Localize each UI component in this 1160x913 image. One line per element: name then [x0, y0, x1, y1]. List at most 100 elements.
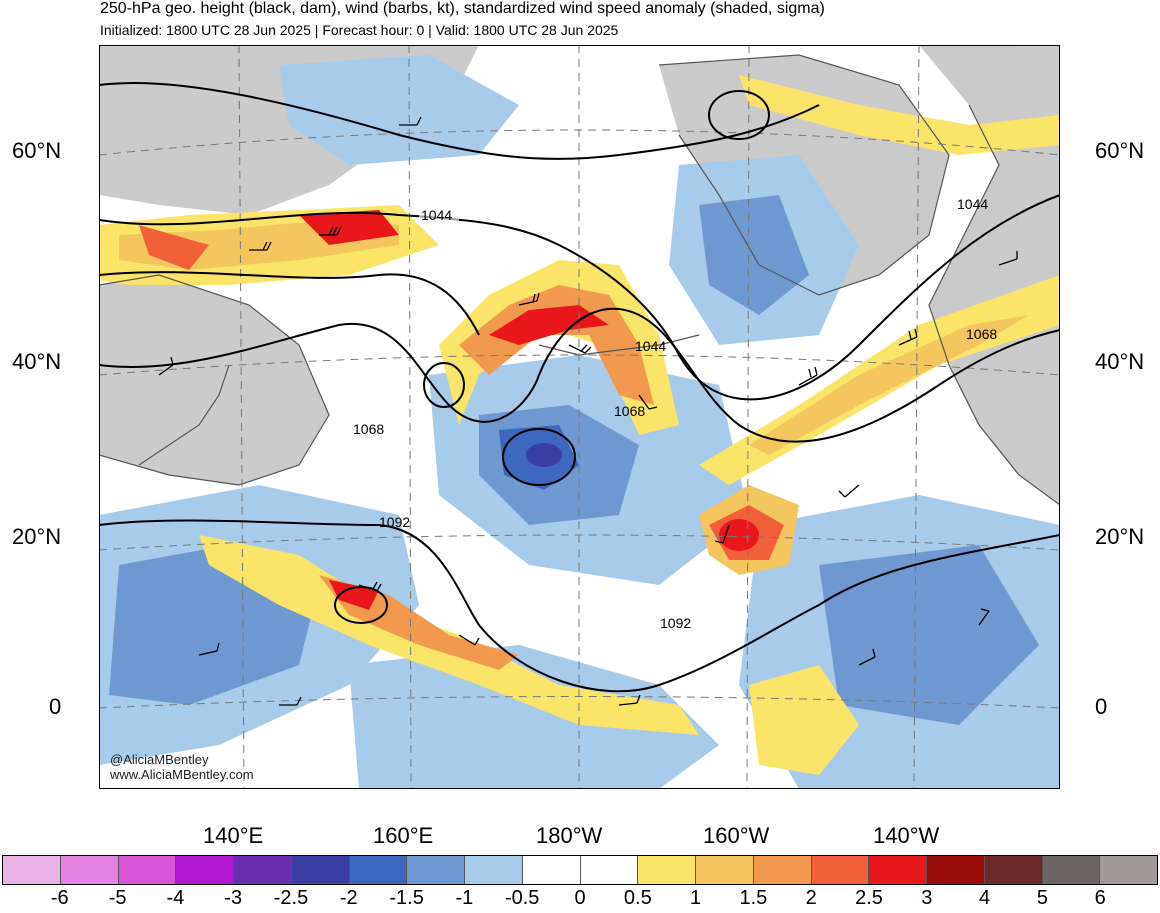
lon-label: 180°W [536, 823, 603, 848]
wind-barb [198, 642, 220, 656]
colorbar-label: 2.5 [855, 887, 883, 909]
colorbar-swatch [984, 856, 1043, 884]
wind-barb [858, 648, 876, 666]
colorbar-swatch [291, 856, 350, 884]
wind-barb [158, 356, 174, 376]
anomaly-blue-alaska-core [699, 195, 809, 315]
colorbar-label: 0 [574, 887, 586, 909]
colorbar-label: -0.5 [504, 887, 540, 909]
colorbar-swatch [234, 856, 292, 884]
contour-label: 1068 [966, 326, 997, 342]
height-contour-inner [99, 271, 480, 336]
graticule-lon-160e [408, 45, 412, 789]
colorbar-swatch [1100, 856, 1157, 884]
contour-label: 1044 [957, 196, 988, 212]
wind-barb-layer [158, 116, 1018, 706]
coastline-alaska [658, 54, 950, 296]
colorbar-swatch [407, 856, 465, 884]
lon-label: 160°E [373, 823, 434, 848]
colorbar-label: -4 [166, 887, 185, 909]
jet-aleutian-ridge [439, 260, 679, 435]
map-frame [99, 45, 1060, 789]
height-contour-low-aleutian [423, 362, 465, 408]
lat-label-left: 60°N [12, 138, 62, 163]
map-subtitle: Initialized: 1800 UTC 28 Jun 2025 | Fore… [100, 22, 619, 38]
colorbar-swatch [3, 856, 61, 884]
contour-label: 1092 [379, 514, 410, 530]
wind-barb [279, 696, 302, 706]
colorbar-swatch [927, 856, 985, 884]
jet-north-pacific-core-2 [299, 210, 399, 245]
height-contour-high-west [334, 586, 388, 624]
wind-barb [458, 634, 480, 646]
anomaly-blue-north [279, 55, 519, 165]
colorbar-swatch [811, 856, 870, 884]
graticule-lat-40n [99, 354, 1060, 376]
colorbar-label: 2 [805, 887, 817, 909]
colorbar-label: -5 [108, 887, 127, 909]
map-title: 250-hPa geo. height (black, dam), wind (… [100, 0, 825, 17]
jet-northeast-pacific-mid [749, 315, 1029, 455]
coastline-north-america [928, 104, 1060, 506]
colorbar-label: 3 [921, 887, 933, 909]
lat-label-left: 40°N [12, 349, 62, 374]
colorbar-swatch [349, 856, 408, 884]
colorbar [2, 855, 1158, 885]
colorbar-label: -2.5 [273, 887, 309, 909]
colorbar-swatch [869, 856, 927, 884]
height-contour-low-arctic [708, 90, 770, 140]
colorbar-label: 5 [1036, 887, 1048, 909]
height-contour-low-center [502, 428, 576, 486]
lat-label-left: 20°N [12, 524, 62, 549]
lon-label: 160°W [703, 823, 770, 848]
lon-label: 140°E [203, 823, 264, 848]
graticule-lat-60n [99, 129, 1060, 156]
contour-label: 1068 [614, 403, 645, 419]
colorbar-swatch [465, 856, 523, 884]
contour-label-layer: 1044 1044 1044 1068 1068 1068 1092 1092 [353, 196, 997, 631]
colorbar-swatch [522, 856, 581, 884]
colorbar-swatch [753, 856, 812, 884]
anomaly-blue-east-core [819, 545, 1039, 725]
landmass-east-asia [99, 275, 329, 485]
graticule-lon-140w [913, 45, 920, 789]
colorbar-label: -1.5 [389, 887, 424, 909]
colorbar-label: -1 [455, 887, 474, 909]
height-contour-1092 [99, 519, 1060, 693]
height-contour-north [99, 82, 820, 160]
colorbar-swatch [638, 856, 696, 884]
colorbar-label: 6 [1094, 887, 1106, 909]
lat-label-right: 20°N [1095, 524, 1145, 549]
lon-label: 140°W [873, 823, 940, 848]
colorbar-label: 1.5 [739, 887, 768, 909]
jet-arctic-north [739, 75, 1060, 155]
wind-barb [714, 524, 730, 544]
colorbar-swatch [1042, 856, 1101, 884]
colorbar-label: -3 [224, 887, 243, 909]
graticule-lon-160w [746, 45, 750, 789]
credit-handle: @AliciaMBentley [110, 752, 209, 767]
graticule-lat-20n [99, 534, 1060, 551]
wind-barb [978, 608, 990, 626]
coastline-japan [138, 364, 230, 466]
colorbar-label: 0.5 [623, 887, 652, 909]
jet-aleutian-ridge-mid [459, 285, 654, 405]
landmass-north-america [919, 45, 1060, 505]
colorbar-swatch [176, 856, 234, 884]
colorbar-swatch [580, 856, 639, 884]
weather-map: 1044 1044 1044 1068 1068 1068 1092 1092 [99, 45, 1060, 789]
lat-label-left: 0 [49, 694, 62, 719]
anomaly-blue-south [349, 645, 719, 789]
wind-barb [898, 328, 918, 346]
wind-barb [568, 344, 592, 354]
wind-barb [249, 241, 272, 251]
colorbar-label: 1 [690, 887, 702, 909]
jet-north-pacific-core [139, 225, 209, 270]
contour-label: 1044 [421, 207, 452, 223]
negative-anomaly-layer [99, 55, 1060, 789]
lat-label-right: 0 [1095, 694, 1108, 719]
colorbar-label: 4 [979, 887, 991, 909]
wind-barb [518, 292, 540, 306]
wind-barb [319, 226, 342, 236]
wind-barb [358, 581, 382, 592]
